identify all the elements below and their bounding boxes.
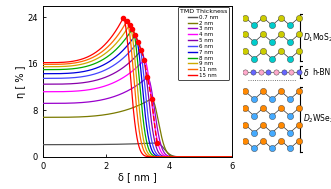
Text: h-BN: h-BN: [312, 68, 331, 77]
Text: MoS$_2$: MoS$_2$: [312, 31, 331, 43]
Text: $D_1$: $D_1$: [303, 31, 313, 43]
Text: $\delta$: $\delta$: [303, 67, 309, 78]
X-axis label: δ [ nm ]: δ [ nm ]: [118, 172, 157, 182]
Legend: 0.7 nm, 2 nm, 3 nm, 4 nm, 5 nm, 6 nm, 7 nm, 8 nm, 9 nm, 11 nm, 15 nm: 0.7 nm, 2 nm, 3 nm, 4 nm, 5 nm, 6 nm, 7 …: [178, 7, 229, 80]
Text: $D_2$: $D_2$: [303, 113, 314, 125]
Text: WSe$_2$: WSe$_2$: [312, 113, 331, 125]
Y-axis label: η [ % ]: η [ % ]: [16, 65, 26, 98]
